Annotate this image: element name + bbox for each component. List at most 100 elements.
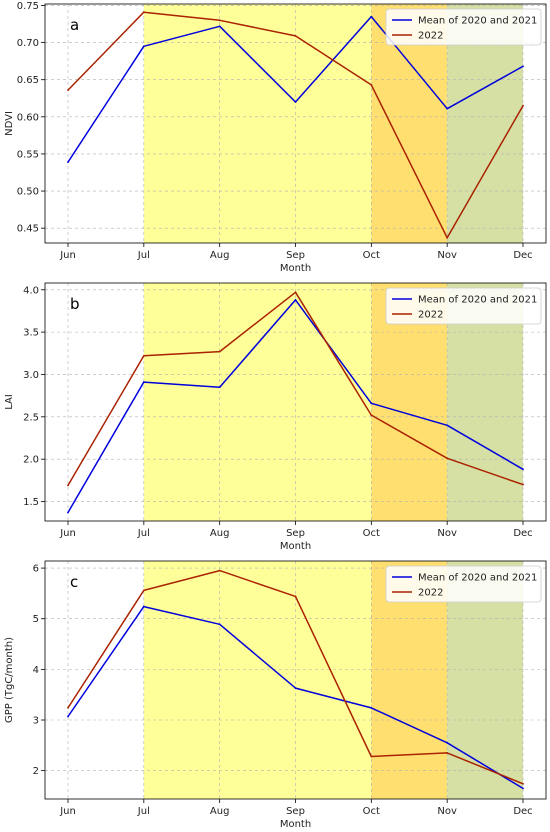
data-point xyxy=(67,706,69,709)
data-point xyxy=(522,787,524,790)
panel-letter: c xyxy=(70,573,78,591)
legend-box xyxy=(385,565,542,603)
y-tick-label: 3.0 xyxy=(23,370,39,381)
data-point xyxy=(446,107,449,110)
data-point xyxy=(522,104,524,107)
legend: Mean of 2020 and 2021 2022 xyxy=(385,8,542,46)
data-point xyxy=(142,381,145,383)
y-axis-label: NDVI xyxy=(4,111,15,136)
x-tick-label: Sep xyxy=(286,250,305,261)
data-point xyxy=(294,595,297,598)
x-tick-label: Nov xyxy=(437,806,457,817)
data-point xyxy=(446,457,449,460)
x-axis-label: Month xyxy=(280,541,311,552)
data-point xyxy=(294,291,297,294)
y-tick-label: 2 xyxy=(33,766,39,777)
y-tick-label: 5 xyxy=(33,614,39,625)
y-tick-label: 0.75 xyxy=(17,1,39,12)
shaded-band-0 xyxy=(143,4,372,243)
x-tick-label: Jul xyxy=(137,528,150,539)
y-tick-label: 0.45 xyxy=(17,224,39,235)
data-point xyxy=(218,623,221,626)
x-tick-label: Sep xyxy=(286,528,305,539)
y-axis-label: LAI xyxy=(4,394,15,410)
data-point xyxy=(294,101,297,103)
shaded-band-0 xyxy=(143,561,372,799)
x-tick-label: Sep xyxy=(286,806,305,817)
legend-label: Mean of 2020 and 2021 xyxy=(418,295,537,306)
data-point xyxy=(370,755,373,758)
y-tick-label: 0.65 xyxy=(17,75,39,86)
x-tick-label: Oct xyxy=(363,250,380,261)
data-point xyxy=(142,11,145,14)
x-tick-label: Oct xyxy=(363,528,380,539)
x-tick-label: Aug xyxy=(210,806,230,817)
x-tick-label: Oct xyxy=(363,806,380,817)
x-tick-label: Aug xyxy=(210,528,230,539)
legend: Mean of 2020 and 2021 2022 xyxy=(385,565,542,603)
data-point xyxy=(446,236,449,239)
data-point xyxy=(218,19,221,22)
x-tick-label: Dec xyxy=(513,806,532,817)
panel-b: Jun Jul Aug Sep Oct Nov Dec 1.5 2.0 2.5 3.0 3.5 4.0 M… xyxy=(4,282,547,552)
data-point xyxy=(218,386,221,389)
data-point xyxy=(446,424,449,427)
data-point xyxy=(522,782,524,785)
y-tick-label: 4.0 xyxy=(23,285,39,296)
data-point xyxy=(370,414,373,417)
x-tick-label: Aug xyxy=(210,250,230,261)
data-point xyxy=(522,65,524,68)
x-tick-label: Nov xyxy=(437,250,457,261)
data-point xyxy=(67,161,69,163)
legend: Mean of 2020 and 2021 2022 xyxy=(385,287,542,325)
data-point xyxy=(218,25,221,28)
y-tick-label: 3 xyxy=(33,716,39,727)
x-tick-label: Jun xyxy=(59,528,76,539)
data-point xyxy=(370,706,373,709)
y-tick-label: 0.55 xyxy=(17,149,39,160)
data-point xyxy=(142,605,145,608)
y-tick-label: 2.5 xyxy=(23,412,39,423)
y-tick-label: 0.60 xyxy=(17,112,39,123)
legend-box xyxy=(385,8,542,46)
data-point xyxy=(370,84,373,86)
data-point xyxy=(294,299,297,301)
data-point xyxy=(218,350,221,353)
x-tick-label: Jun xyxy=(59,806,76,817)
y-tick-label: 4 xyxy=(33,665,39,676)
y-tick-label: 0.70 xyxy=(17,38,39,49)
data-point xyxy=(522,468,524,471)
y-axis-label: GPP (TgC/month) xyxy=(4,637,15,723)
data-point xyxy=(142,354,145,357)
y-tick-label: 0.50 xyxy=(17,187,39,198)
y-tick-label: 1.5 xyxy=(23,497,39,508)
x-axis-label: Month xyxy=(280,263,311,274)
y-tick-label: 2.0 xyxy=(23,455,39,466)
data-point xyxy=(142,589,145,592)
x-tick-label: Jul xyxy=(137,250,150,261)
y-tick-label: 6 xyxy=(33,564,39,575)
panel-letter: b xyxy=(70,295,80,313)
legend-label: 2022 xyxy=(418,31,443,42)
data-point xyxy=(67,484,69,487)
data-point xyxy=(294,687,297,690)
data-point xyxy=(67,511,69,514)
data-point xyxy=(294,35,297,37)
y-tick-label: 3.5 xyxy=(23,328,39,339)
data-point xyxy=(370,402,373,405)
data-point xyxy=(370,15,373,18)
data-point xyxy=(67,715,69,718)
x-tick-label: Nov xyxy=(437,528,457,539)
data-point xyxy=(446,752,449,754)
panel-c: Jun Jul Aug Sep Oct Nov Dec 2 3 4 5 6 Month GPP (TgC/… xyxy=(4,560,547,830)
legend-label: 2022 xyxy=(418,588,443,599)
legend-label: Mean of 2020 and 2021 xyxy=(418,573,537,584)
legend-label: Mean of 2020 and 2021 xyxy=(418,16,537,27)
data-point xyxy=(218,569,221,572)
legend-box xyxy=(385,287,542,325)
legend-label: 2022 xyxy=(418,310,443,321)
panel-letter: a xyxy=(70,16,79,34)
data-point xyxy=(446,741,449,744)
x-axis-label: Month xyxy=(280,819,311,830)
